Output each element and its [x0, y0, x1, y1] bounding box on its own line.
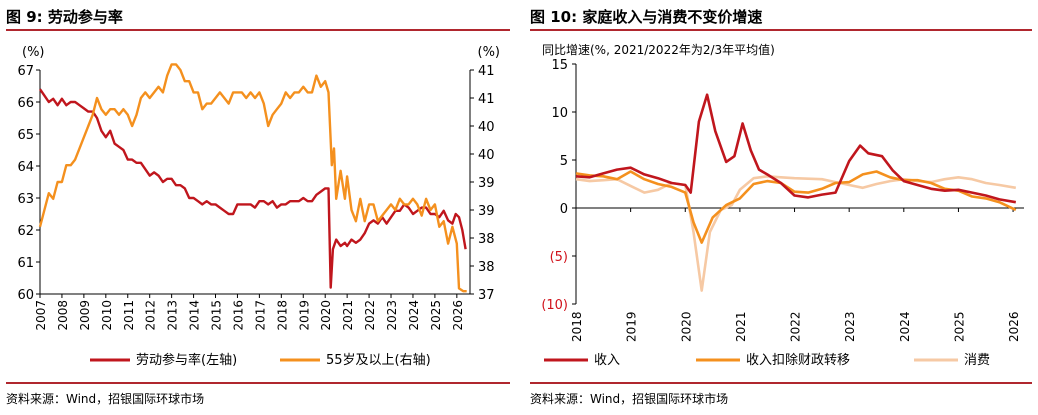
x-tick-label: 2017: [253, 300, 267, 331]
figure-10-panel: 图 10: 家庭收入与消费不变价增速 同比增速(%, 2021/2022年为2/…: [524, 0, 1038, 415]
left-y-tick-label: 66: [17, 96, 34, 111]
series-line-consumption: [575, 175, 1017, 292]
series-line-income: [575, 93, 1017, 204]
x-tick-label: 2018: [570, 311, 584, 342]
x-tick-label: 2009: [78, 300, 92, 331]
right-axis-unit: (%): [478, 45, 501, 60]
x-tick-label: 2018: [275, 300, 289, 331]
legend-label: 55岁及以上(右轴): [326, 353, 431, 368]
series-line-age55-plus: [38, 63, 467, 293]
left-y-tick-label: 65: [17, 128, 34, 143]
right-y-tick-label: 39: [478, 204, 495, 219]
right-y-tick-label: 40: [478, 120, 495, 135]
x-tick-label: 2020: [319, 300, 333, 331]
legend-label: 劳动参与率(左轴): [136, 352, 237, 368]
x-tick-label: 2026: [451, 300, 465, 331]
x-tick-label: 2010: [100, 300, 114, 331]
y-tick-label: 5: [560, 154, 568, 169]
left-y-tick-label: 67: [17, 64, 34, 79]
right-y-tick-label: 38: [478, 232, 495, 247]
y-axis-title: 同比增速(%, 2021/2022年为2/3年平均值): [542, 42, 775, 57]
title-rule: [6, 29, 510, 31]
source-note: 资料来源：Wind，招银国际环球市场: [530, 392, 729, 406]
x-tick-label: 2020: [679, 311, 693, 342]
x-tick-label: 2023: [385, 300, 399, 331]
left-y-tick-label: 64: [17, 160, 34, 175]
x-tick-label: 2011: [122, 300, 136, 331]
x-tick-label: 2014: [188, 300, 202, 331]
left-axis-unit: (%): [22, 45, 45, 60]
source-note: 资料来源：Wind，招银国际环球市场: [6, 392, 205, 406]
figure-9-title: 图 9: 劳动参与率: [6, 8, 123, 26]
left-y-tick-label: 63: [17, 192, 34, 207]
right-y-tick-label: 39: [478, 176, 495, 191]
x-tick-label: 2015: [210, 300, 224, 331]
left-y-tick-label: 60: [17, 288, 34, 303]
x-tick-label: 2022: [789, 311, 803, 342]
x-tick-label: 2007: [34, 300, 48, 331]
right-y-tick-label: 37: [478, 288, 495, 303]
x-tick-label: 2019: [625, 311, 639, 342]
right-y-tick-label: 38: [478, 260, 495, 275]
y-tick-label: 0: [560, 202, 568, 217]
x-tick-label: 2026: [1007, 311, 1021, 342]
x-tick-label: 2021: [341, 300, 355, 331]
x-tick-label: 2008: [56, 300, 70, 331]
household-income-consumption-chart: 同比增速(%, 2021/2022年为2/3年平均值) 15 10 5 0 (5) (10…: [541, 42, 1024, 368]
x-tick-label: 2025: [429, 300, 443, 331]
x-tick-label: 2019: [297, 300, 311, 331]
series-line-participation-rate: [39, 88, 467, 289]
figure-10-title: 图 10: 家庭收入与消费不变价增速: [530, 8, 763, 26]
left-y-tick-label: 62: [17, 224, 34, 239]
legend-label: 收入扣除财政转移: [746, 353, 850, 368]
right-y-tick-label: 40: [478, 148, 495, 163]
source-rule: [530, 382, 1032, 384]
right-y-tick-label: 41: [478, 64, 495, 79]
x-tick-label: 2023: [843, 311, 857, 342]
x-tick-label: 2013: [166, 300, 180, 331]
labor-participation-chart: (%) (%) 60 61 62 63 64 65 66 67 37 38 38 39 39 40 40 41…: [17, 45, 501, 368]
x-tick-label: 2024: [407, 300, 421, 331]
series-line-income-ex-transfers: [575, 170, 1017, 244]
x-tick-label: 2012: [144, 300, 158, 331]
y-tick-label: (5): [550, 250, 568, 265]
y-tick-label: (10): [541, 298, 568, 313]
y-tick-label: 10: [551, 106, 568, 121]
x-tick-label: 2024: [898, 311, 912, 342]
x-tick-label: 2022: [363, 300, 377, 331]
legend-label: 收入: [594, 353, 620, 368]
y-tick-label: 15: [551, 58, 568, 73]
right-y-tick-label: 41: [478, 92, 495, 107]
left-y-tick-label: 61: [17, 256, 34, 271]
source-rule: [6, 382, 510, 384]
title-rule: [530, 29, 1032, 31]
legend-label: 消费: [964, 353, 990, 368]
x-tick-label: 2025: [952, 311, 966, 342]
x-tick-label: 2021: [734, 311, 748, 342]
x-tick-label: 2016: [231, 300, 245, 331]
figure-9-panel: 图 9: 劳动参与率 (%) (%) 60 61 62 63 64 65 66 67 37 38 3…: [0, 0, 516, 415]
